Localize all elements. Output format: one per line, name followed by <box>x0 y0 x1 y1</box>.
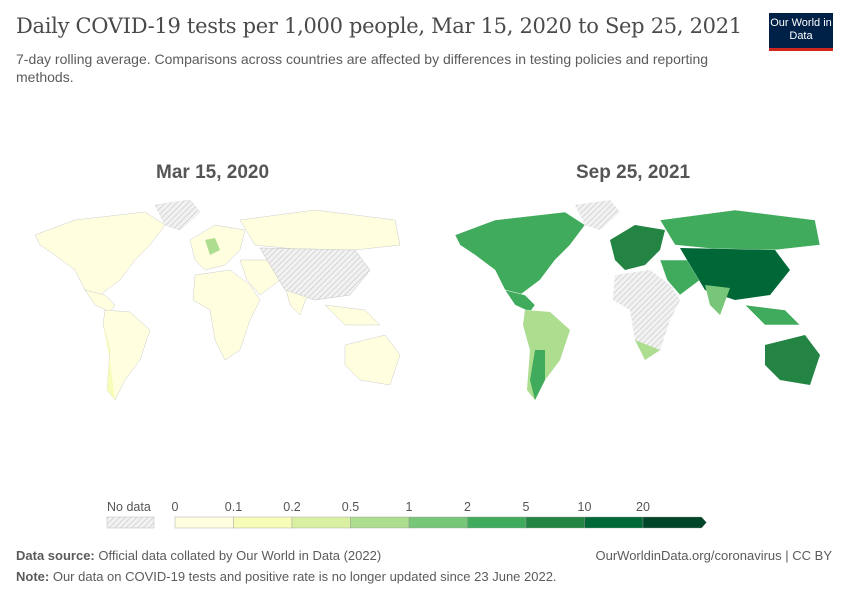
note: Note: Our data on COVID-19 tests and pos… <box>16 569 557 584</box>
note-label: Note: <box>16 569 50 584</box>
legend-tick-label: 10 <box>578 500 592 514</box>
legend-bin[interactable] <box>174 516 234 529</box>
legend-tick-label: 1 <box>406 500 413 514</box>
legend-tick-label: 0.5 <box>342 500 359 514</box>
map-sep-2021[interactable] <box>435 200 835 410</box>
legend-tick-label: 0.1 <box>225 500 242 514</box>
legend-no-data-swatch <box>106 516 155 529</box>
legend-bin[interactable] <box>525 516 585 529</box>
owid-logo[interactable]: Our World in Data <box>769 13 833 51</box>
map-label-left: Mar 15, 2020 <box>156 162 270 183</box>
map-label-right: Sep 25, 2021 <box>576 162 691 183</box>
source-label: Data source: <box>16 548 95 563</box>
legend-tick-label: 0.2 <box>283 500 300 514</box>
logo-text: Our World in Data <box>770 17 832 42</box>
source-text: Official data collated by Our World in D… <box>98 548 382 563</box>
color-legend: No data 0 0.1 0.2 0.5 1 2 5 10 20 <box>0 495 720 540</box>
map-mar-2020[interactable] <box>15 200 415 410</box>
legend-tick-label: 2 <box>464 500 471 514</box>
legend-bin[interactable] <box>642 516 707 529</box>
legend-bin[interactable] <box>584 516 644 529</box>
source-link[interactable]: OurWorldinData.org/coronavirus | CC BY <box>595 548 832 563</box>
legend-bin[interactable] <box>467 516 527 529</box>
region-no-data <box>155 200 200 230</box>
legend-tick-label: 0 <box>172 500 179 514</box>
legend-bin[interactable] <box>408 516 468 529</box>
legend-tick-label: 5 <box>523 500 530 514</box>
note-text: Our data on COVID-19 tests and positive … <box>52 569 557 584</box>
chart-subtitle: 7-day rolling average. Comparisons acros… <box>16 51 709 85</box>
chart-title: Daily COVID-19 tests per 1,000 people, M… <box>16 14 742 38</box>
data-source: Data source: Official data collated by O… <box>16 548 381 563</box>
legend-bin[interactable] <box>350 516 410 529</box>
legend-no-data-label: No data <box>107 500 151 514</box>
legend-bin[interactable] <box>233 516 293 529</box>
legend-bin[interactable] <box>291 516 351 529</box>
legend-tick-label: 20 <box>636 500 650 514</box>
